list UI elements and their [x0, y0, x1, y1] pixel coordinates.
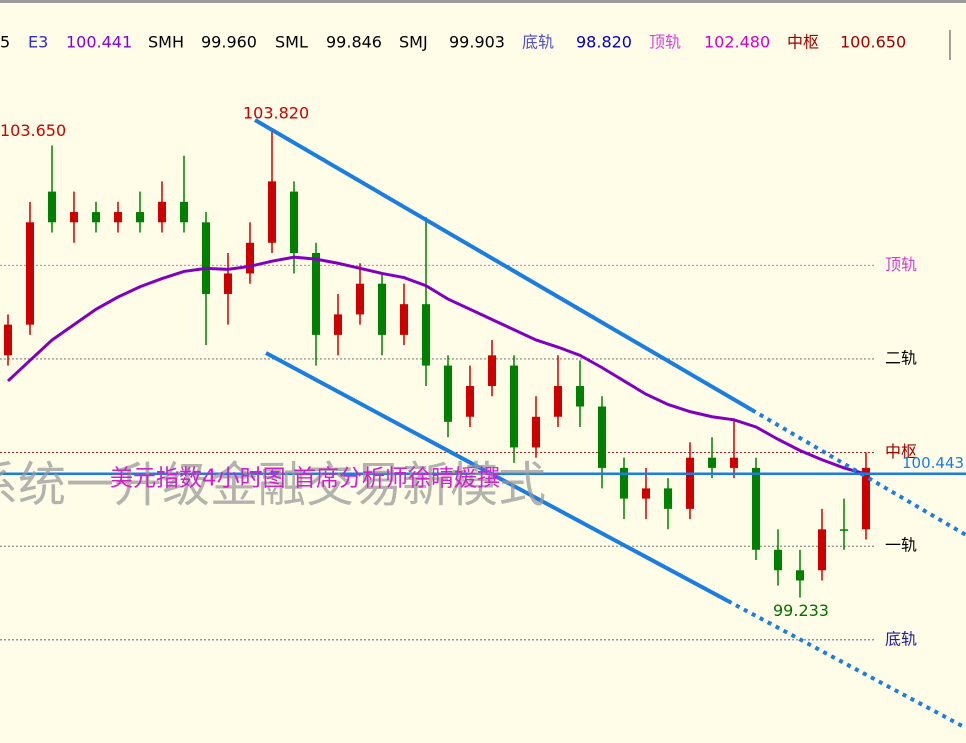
candle-body	[92, 212, 100, 223]
header-value: 100.441	[66, 33, 132, 52]
candle-body	[48, 191, 56, 223]
ma-line	[6, 255, 867, 476]
candle-body	[114, 212, 122, 223]
candle-body	[400, 304, 408, 335]
level-label: 顶轨	[885, 255, 917, 274]
candle-body	[774, 549, 782, 571]
candle-body	[840, 529, 848, 531]
candle-body	[180, 201, 188, 223]
header-name: 底轨	[522, 33, 554, 52]
candle-body	[378, 283, 386, 335]
level-layer	[0, 264, 875, 641]
candle-body	[796, 570, 804, 581]
level-label: 二轨	[885, 348, 917, 367]
price-tag: 100.443	[902, 454, 964, 472]
candle-body	[444, 365, 452, 422]
candle-body	[708, 457, 716, 468]
channel-upper	[253, 118, 754, 412]
text-layer: 5 E3 100.441 SMH 99.960 SML 99.846 SMJ 99.903 底轨 9…	[0, 33, 964, 649]
candle-body	[334, 314, 342, 335]
candle-body	[488, 355, 496, 387]
candle-layer	[0, 128, 966, 598]
candle-body	[136, 212, 144, 223]
header-value: 100.650	[840, 33, 906, 52]
header-name: E3	[28, 33, 48, 52]
level-label: 一轨	[885, 536, 917, 555]
channel-lower	[265, 351, 729, 603]
header-lead: 5	[0, 33, 10, 52]
candle-body	[532, 416, 540, 448]
candle-body	[576, 386, 584, 407]
candle-body	[356, 283, 364, 315]
candle-body	[422, 304, 430, 366]
watermark: 系统一升级金融交易新模式	[0, 457, 546, 513]
header-name: SML	[275, 33, 308, 52]
candle-body	[290, 191, 298, 253]
header-name: SMJ	[399, 33, 428, 52]
candle-body	[26, 222, 34, 325]
candle-body	[598, 406, 606, 468]
candle-body	[730, 457, 738, 468]
candle-body	[642, 488, 650, 499]
candle-body	[466, 386, 474, 417]
candle-body	[4, 324, 12, 356]
subtitle: 美元指数4小时图 首席分析师徐晴媛撰	[110, 466, 500, 492]
level-label: 底轨	[885, 629, 917, 648]
candle-body	[752, 467, 760, 550]
annotation: 103.820	[243, 104, 309, 123]
candle-body	[686, 457, 694, 509]
header-value: 99.903	[449, 33, 505, 52]
candle-body	[268, 181, 276, 243]
candle-body	[818, 529, 826, 571]
annotation: 99.233	[773, 601, 829, 620]
level-label: 中枢	[885, 442, 917, 461]
header-name: 顶轨	[649, 33, 681, 52]
header-value: 99.846	[326, 33, 382, 52]
candle-body	[224, 273, 232, 294]
header-value: 102.480	[704, 33, 770, 52]
candle-body	[202, 222, 210, 294]
candle-body	[158, 201, 166, 223]
channel	[253, 118, 966, 730]
header-value: 99.960	[201, 33, 257, 52]
candle-body	[620, 467, 628, 499]
candle-body	[862, 467, 870, 530]
candle-body	[664, 488, 672, 509]
candle-body	[312, 252, 320, 335]
annotation: 103.650	[0, 121, 66, 140]
candle-body	[246, 242, 254, 274]
candle-body	[70, 212, 78, 223]
candle-body	[554, 386, 562, 417]
header-value: 98.820	[576, 33, 632, 52]
header-name: 中枢	[787, 33, 819, 52]
candle-body	[510, 365, 518, 448]
header-name: SMH	[148, 33, 184, 52]
top-border	[0, 0, 966, 3]
